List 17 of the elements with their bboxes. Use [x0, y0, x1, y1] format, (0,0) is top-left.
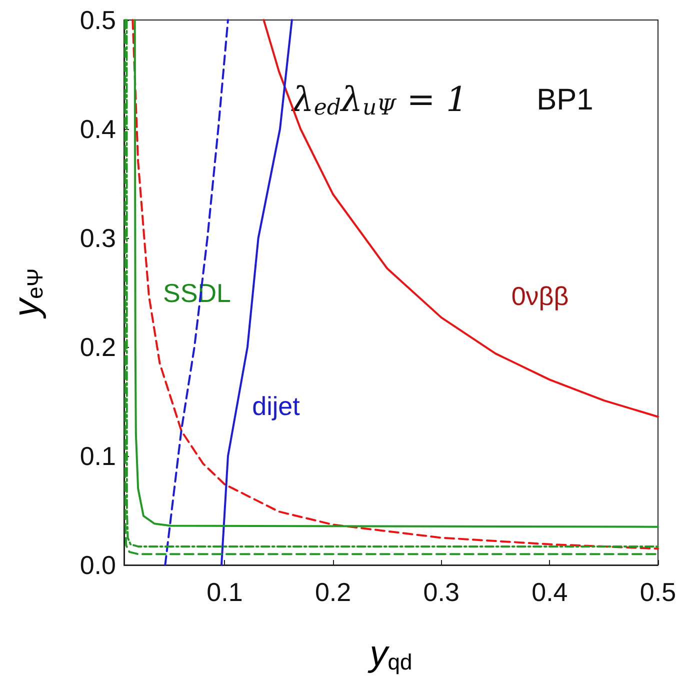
- x-tick-label: 0.5: [640, 577, 676, 607]
- annotation: λedλuΨ = 1: [290, 80, 468, 120]
- annotation: dijet: [252, 391, 301, 421]
- x-tick-label: 0.1: [206, 577, 243, 607]
- y-tick-label: 0.1: [80, 441, 116, 471]
- annotation: SSDL: [163, 278, 231, 308]
- y-tick-label: 0.5: [80, 5, 116, 35]
- annotation: BP1: [536, 84, 594, 116]
- y-axis-title: yeΨ: [6, 268, 48, 320]
- x-tick-label: 0.3: [423, 577, 460, 607]
- x-tick-label: 0.2: [314, 577, 352, 607]
- y-tick-label: 0.3: [80, 223, 116, 253]
- y-tick-label: 0.4: [80, 114, 116, 144]
- x-tick-label: 0.4: [532, 577, 568, 607]
- y-tick-label: 0.0: [80, 550, 116, 580]
- y-tick-label: 0.2: [80, 332, 116, 362]
- annotation: 0νββ: [511, 281, 569, 311]
